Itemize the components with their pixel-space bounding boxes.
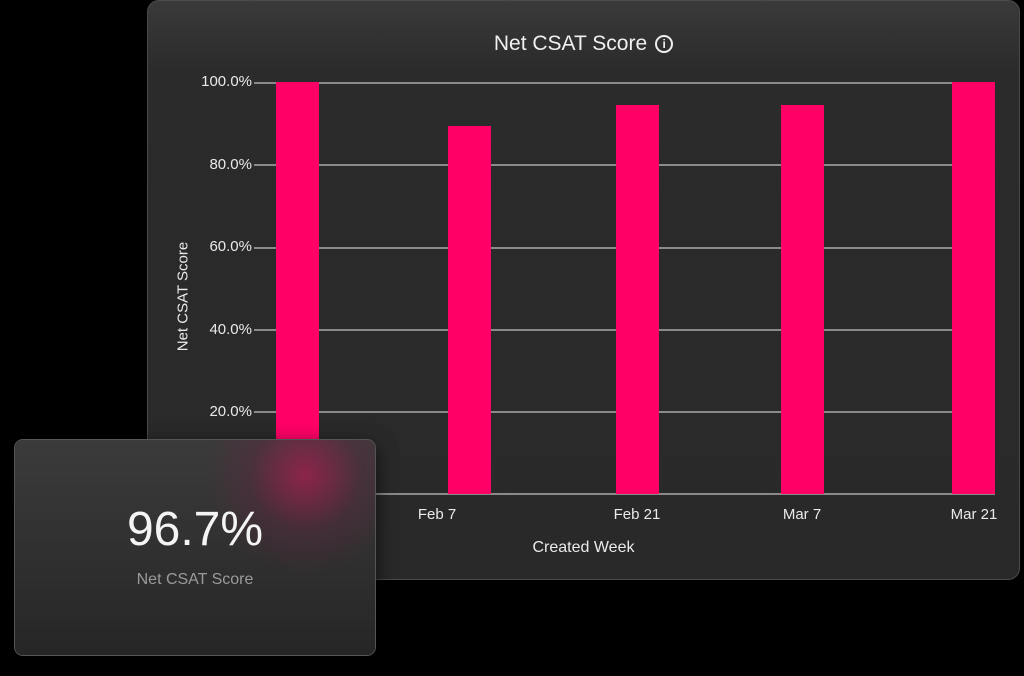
bar[interactable] bbox=[781, 105, 824, 494]
kpi-value: 96.7% bbox=[126, 503, 264, 556]
bar[interactable] bbox=[952, 82, 995, 494]
bar[interactable] bbox=[448, 126, 491, 494]
y-tick: 80.0% bbox=[209, 156, 252, 173]
y-tick: 20.0% bbox=[209, 403, 252, 420]
y-tick: 100.0% bbox=[201, 73, 252, 90]
info-icon[interactable]: i bbox=[655, 35, 674, 53]
y-tick: 60.0% bbox=[209, 238, 252, 255]
y-tick: 40.0% bbox=[209, 321, 252, 338]
chart-title-text: Net CSAT Score bbox=[493, 32, 648, 55]
x-tick: Feb 7 bbox=[417, 506, 457, 523]
gridline bbox=[254, 82, 995, 84]
plot-area bbox=[254, 82, 995, 495]
chart-title: Net CSAT Score i bbox=[147, 32, 1020, 56]
x-tick: Feb 21 bbox=[613, 506, 661, 523]
bar[interactable] bbox=[276, 82, 319, 494]
gridline bbox=[254, 493, 995, 495]
x-tick: Mar 7 bbox=[782, 506, 822, 523]
x-tick: Mar 21 bbox=[950, 506, 998, 523]
kpi-card: 96.7% Net CSAT Score bbox=[15, 440, 375, 655]
kpi-label: Net CSAT Score bbox=[136, 571, 254, 588]
x-axis-label: Created Week bbox=[532, 539, 635, 556]
bar[interactable] bbox=[616, 105, 659, 494]
